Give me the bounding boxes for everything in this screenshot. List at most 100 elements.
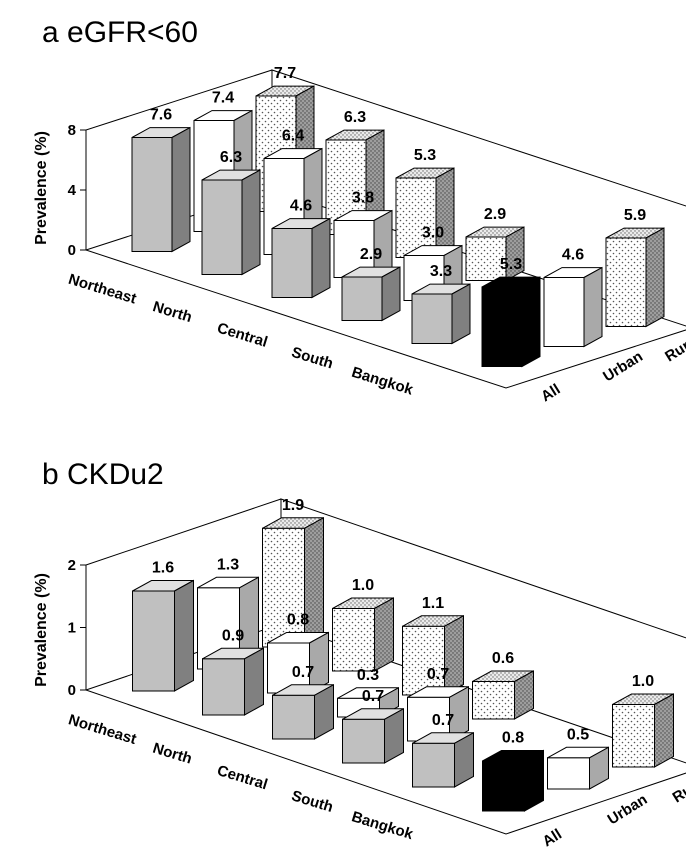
data-label: 2.9 [360,246,382,263]
category-label: Bangkok [350,808,416,843]
bar-front [543,277,585,347]
bar-side [384,707,404,764]
bar-front [465,236,507,281]
series-label: All [538,381,563,406]
bar-side [583,266,603,348]
category-label: South [290,344,336,373]
bar: 2.9 [341,246,401,322]
data-label: 0.3 [357,667,379,684]
bar: 0.7 [407,666,469,742]
data-label: 1.0 [632,673,654,690]
bar: 0.6 [472,650,534,720]
data-label: 3.8 [352,190,374,207]
data-label: 5.9 [624,207,646,224]
category-label: North [151,298,194,326]
bar-side [449,685,469,742]
bar-side [174,579,194,692]
bar: 2.9 [465,206,525,282]
series-label: Urban [605,791,651,828]
chart-title: a eGFR<60 [42,16,198,49]
data-label: 7.6 [150,107,172,124]
bar-side [589,746,609,790]
data-label: 1.3 [217,556,239,573]
bar-front [342,718,385,764]
y-tick-label: 1 [68,620,76,637]
series-label: All [540,826,565,847]
category-label: North [151,740,194,768]
data-label: 0.7 [427,666,449,683]
bar: 3.3 [411,263,471,345]
bar-front [132,590,175,692]
bar: 0.8 [482,730,544,812]
bar-front [271,228,313,298]
bar-front [411,293,453,344]
bar: 0.3 [337,667,399,718]
bar-side [244,647,264,716]
y-axis-label: Prevalence (%) [33,131,50,245]
bar-side [454,731,474,788]
data-label: 3.3 [430,263,452,280]
data-label: 0.8 [287,612,309,629]
y-tick-label: 2 [68,557,76,574]
category-label: Central [215,762,269,793]
bar-front [332,608,375,672]
data-label: 1.0 [352,577,374,594]
bar: 1.0 [332,577,394,672]
bar: 1.3 [197,556,259,670]
data-label: 6.3 [344,109,366,126]
category-label: Northeast [66,711,138,748]
category-label: South [290,787,336,816]
bar: 3.0 [403,225,463,302]
bar: 0.5 [547,726,609,790]
y-tick-label: 0 [68,682,76,699]
bar: 1.9 [262,497,324,648]
bar-side [171,126,191,253]
bar-front [341,276,383,321]
category-label: Northeast [66,271,138,308]
data-label: 0.7 [292,664,314,681]
bar: 5.3 [395,147,455,259]
bar: 4.6 [271,198,331,299]
bar: 0.7 [412,712,474,788]
bar-front [605,237,647,327]
bar-front [402,625,445,696]
chart-panel-b: b CKDu2 Prevalence (%) 0 1 2 Northeast North… [33,458,686,847]
bar-front [612,704,655,768]
data-label: 7.4 [212,90,234,107]
bar: 6.3 [325,109,385,236]
bar-front [547,757,590,790]
y-tick-label: 8 [68,122,76,139]
category-label: Central [215,320,269,351]
bar-side [645,227,665,328]
data-label: 3.0 [422,225,444,242]
bar: 1.6 [132,560,194,692]
data-label: 2.9 [484,206,506,223]
chart-title: b CKDu2 [42,458,164,491]
data-label: 6.4 [282,128,304,145]
data-label: 5.3 [414,147,436,164]
y-tick-label: 0 [68,242,76,259]
data-label: 7.7 [274,65,296,82]
bar: 0.7 [272,664,334,740]
bar-front [472,681,515,720]
data-label: 1.6 [152,560,174,577]
bar-front [412,742,455,788]
data-label: 0.7 [432,712,454,729]
bar-front [272,694,315,740]
bar-side [435,167,455,259]
data-label: 0.9 [222,627,244,644]
data-label: 4.6 [562,247,584,264]
bar: 5.3 [481,256,541,368]
bar-side [314,683,334,740]
data-label: 0.8 [502,730,524,747]
series-label: Rural [662,331,686,366]
bar-front [262,527,305,648]
series-label: Urban [600,348,646,385]
chart-panel-a: a eGFR<60 Prevalence (%) 0 4 8 Northeast Nor… [33,16,686,405]
bar-side [444,614,464,696]
bar: 7.6 [131,107,191,253]
data-label: 1.9 [282,497,304,514]
bar-front [131,137,173,252]
bar: 1.1 [402,595,464,696]
bar-side [381,266,401,322]
